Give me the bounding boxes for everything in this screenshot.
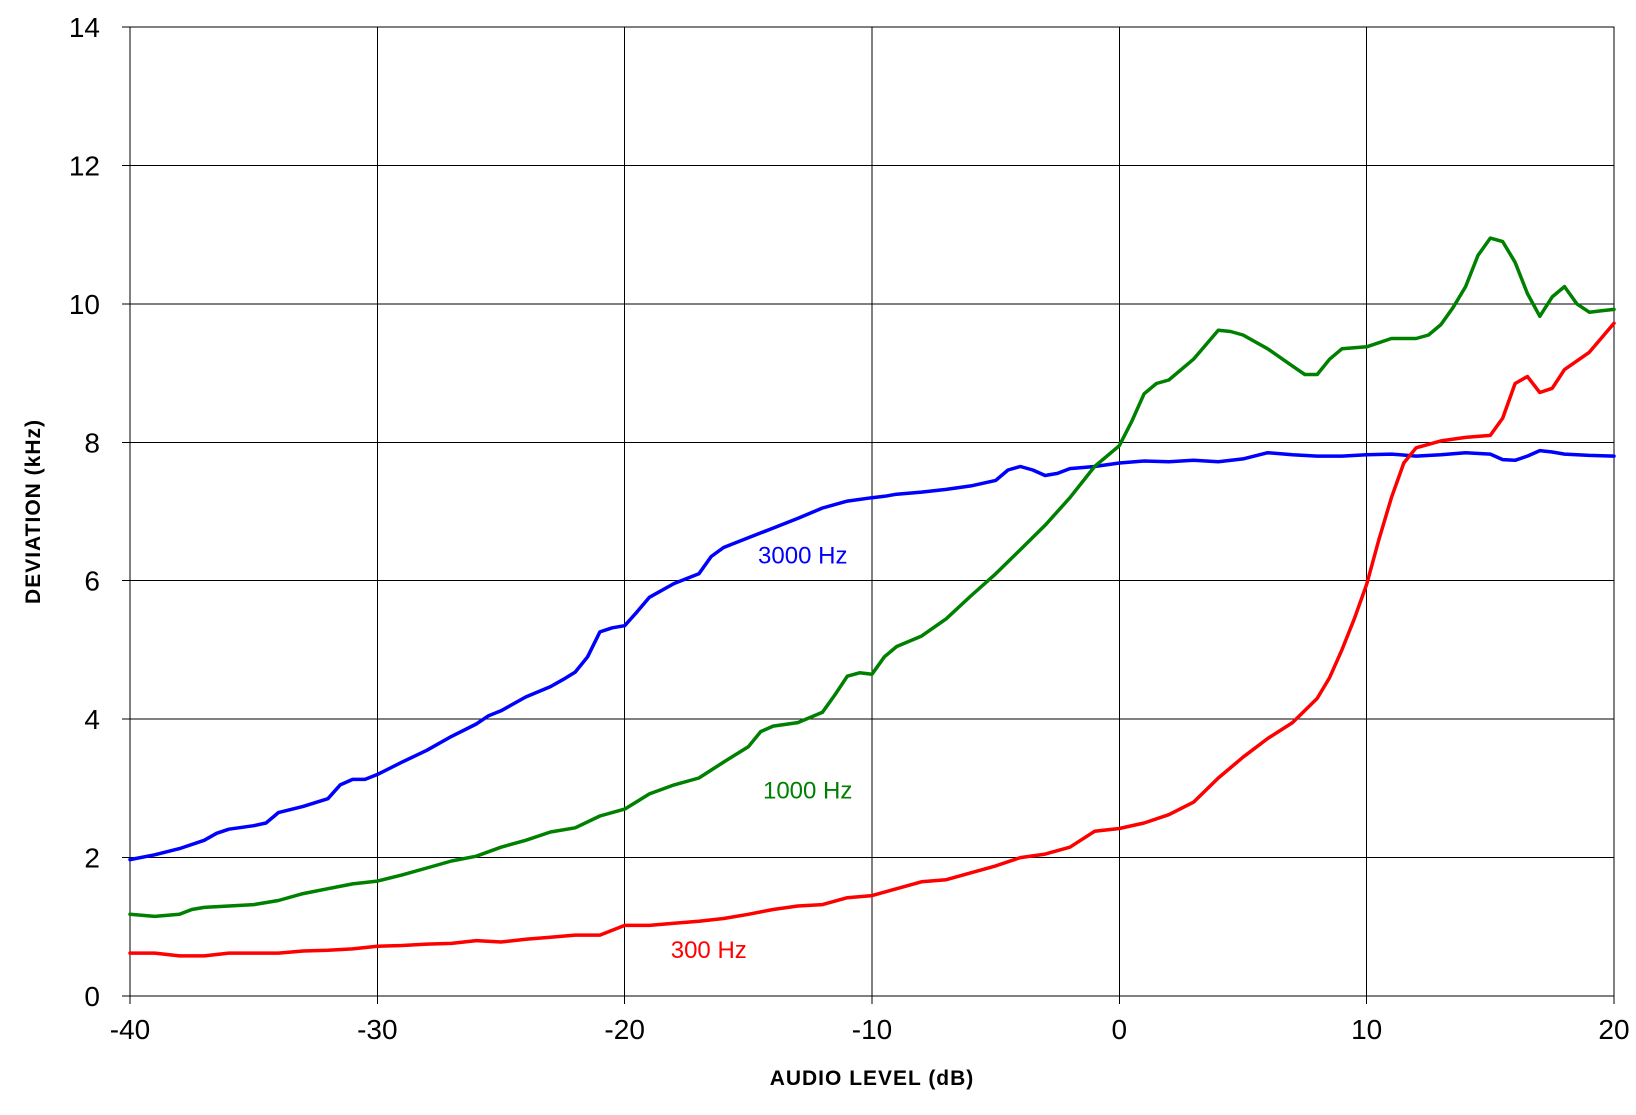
gridlines [122, 26, 1615, 1004]
y-tick-label: 0 [84, 981, 100, 1012]
x-axis-tick-labels: -40 -30 -20 -10 0 10 20 [110, 1014, 1630, 1045]
series-lines [128, 236, 1616, 958]
series-line-1000-hz [128, 236, 1616, 919]
series-labels: 3000 Hz 1000 Hz 300 Hz [671, 542, 853, 964]
x-tick-label: -40 [110, 1014, 150, 1045]
x-axis-title: AUDIO LEVEL (dB) [770, 1067, 975, 1090]
y-tick-label: 8 [84, 427, 100, 458]
y-tick-label: 6 [84, 566, 100, 597]
x-tick-label: 20 [1598, 1014, 1629, 1045]
y-axis-tick-labels: 0 2 4 6 8 10 12 14 [69, 12, 100, 1012]
y-tick-label: 12 [69, 150, 100, 181]
x-tick-label: 10 [1351, 1014, 1382, 1045]
y-tick-label: 4 [84, 704, 100, 735]
series-label-300-hz: 300 Hz [671, 937, 747, 964]
series-label-3000-hz: 3000 Hz [758, 542, 847, 569]
x-tick-label: 0 [1112, 1014, 1128, 1045]
y-tick-label: 2 [84, 843, 100, 874]
series-label-1000-hz: 1000 Hz [763, 778, 852, 805]
x-tick-label: -10 [852, 1014, 892, 1045]
x-tick-label: -30 [357, 1014, 397, 1045]
series-line-3000-hz [128, 448, 1616, 862]
y-tick-label: 14 [69, 12, 100, 43]
y-axis-title: DEVIATION (kHz) [22, 419, 45, 604]
series-line-300-hz [128, 321, 1616, 958]
x-tick-label: -20 [604, 1014, 644, 1045]
y-tick-label: 10 [69, 289, 100, 320]
plot-area-frame [129, 26, 1615, 997]
